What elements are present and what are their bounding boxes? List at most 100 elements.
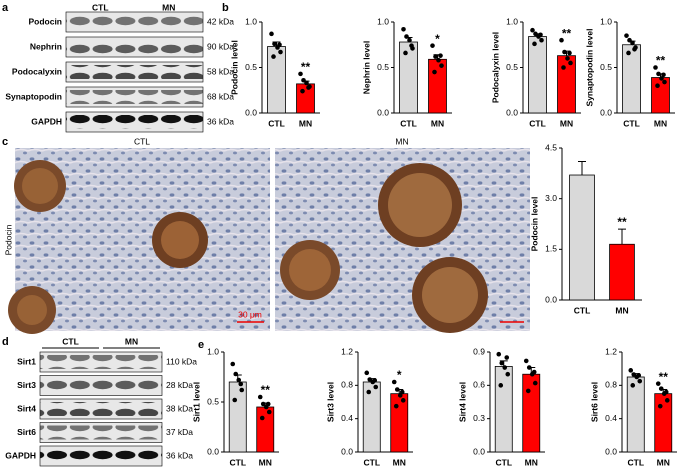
y-tick-label: 1.2: [341, 346, 353, 356]
bar: [267, 46, 286, 114]
data-point: [657, 403, 663, 409]
data-point: [630, 383, 636, 388]
blot-kda: 110 kDa: [166, 356, 197, 366]
data-point: [409, 43, 414, 48]
y-tick-label: 0.0: [605, 446, 617, 456]
data-point: [567, 50, 572, 56]
blot-kda: 28 kDa: [166, 380, 193, 390]
blot-kda: 68 kDa: [207, 91, 234, 101]
data-point: [393, 403, 399, 409]
significance: **: [617, 215, 627, 229]
data-point: [505, 371, 511, 377]
blot-kda: 42 kDa: [207, 16, 234, 26]
significance: *: [435, 32, 440, 46]
x-tick-label: MN: [431, 118, 444, 128]
y-tick-label: 4.5: [545, 142, 557, 152]
y-tick-label: 3.0: [545, 193, 557, 203]
y-tick-label: 0.9: [473, 346, 485, 356]
group-label: MN: [162, 2, 175, 12]
data-point: [372, 378, 378, 383]
y-tick-label: 1.2: [605, 346, 617, 356]
data-point: [624, 33, 629, 38]
data-point: [230, 361, 236, 367]
y-axis-title: Podocin level: [529, 197, 539, 252]
bar: [494, 366, 513, 453]
blot-kda: 36 kDa: [207, 116, 234, 126]
x-tick-label: CTL: [574, 305, 591, 315]
data-point: [433, 54, 438, 59]
blot-band: [66, 40, 203, 54]
blot-band: [66, 15, 203, 29]
data-point: [438, 53, 443, 58]
y-tick-label: 0.5: [506, 62, 518, 72]
blot-band: [66, 90, 203, 104]
data-point: [436, 57, 441, 63]
bar: [228, 381, 247, 453]
bar: [296, 83, 315, 114]
y-tick-label: 0.5: [245, 62, 257, 72]
bar: [609, 243, 635, 301]
x-tick-label: MN: [560, 118, 573, 128]
data-point: [432, 69, 437, 75]
x-tick-label: CTL: [400, 118, 417, 128]
blot-label: Sirt4: [17, 403, 36, 413]
y-axis-title: Nephrin level: [361, 41, 371, 94]
data-point: [655, 381, 661, 386]
blot-label: Sirt6: [17, 427, 36, 437]
significance: **: [261, 383, 271, 397]
data-point: [533, 31, 538, 37]
data-point: [306, 85, 311, 90]
panel-letter: e: [198, 339, 204, 351]
y-tick-label: 0.3: [473, 413, 485, 423]
significance: **: [301, 60, 311, 74]
data-point: [391, 379, 397, 385]
image-title: CTL: [134, 136, 150, 146]
data-point: [232, 397, 238, 403]
data-point: [559, 37, 564, 43]
data-point: [397, 393, 403, 398]
panel-letter: a: [2, 2, 9, 14]
x-tick-label: MN: [615, 305, 628, 315]
data-point: [525, 388, 531, 394]
y-tick-label: 0.5: [600, 62, 612, 72]
group-label: CTL: [62, 336, 79, 346]
data-point: [659, 76, 664, 81]
x-tick-label: CTL: [363, 457, 380, 467]
blot-band: [66, 65, 203, 79]
data-point: [257, 394, 263, 400]
panel-letter: c: [2, 136, 8, 148]
x-tick-label: CTL: [623, 118, 640, 128]
y-tick-label: 0.8: [605, 380, 617, 390]
data-point: [530, 27, 535, 33]
blot-label: Sirt1: [17, 356, 36, 366]
bar: [362, 381, 381, 453]
data-point: [630, 40, 635, 46]
bar: [522, 373, 541, 453]
blot-kda: 58 kDa: [207, 66, 234, 76]
y-tick-label: 0.0: [377, 107, 389, 117]
data-point: [626, 50, 631, 56]
data-point: [656, 71, 661, 77]
bar: [569, 174, 595, 301]
y-tick-label: 1.0: [207, 346, 219, 356]
y-tick-label: 0.0: [600, 107, 612, 117]
data-point: [265, 401, 271, 407]
blot-kda: 38 kDa: [166, 403, 193, 413]
bar: [256, 406, 275, 453]
data-point: [632, 47, 637, 52]
histology-ctl: 30 μm: [8, 148, 270, 334]
data-point: [539, 37, 544, 43]
group-label: CTL: [92, 2, 109, 12]
data-point: [523, 358, 529, 364]
data-point: [498, 383, 504, 388]
x-tick-label: CTL: [495, 457, 512, 467]
data-point: [662, 79, 667, 85]
scale-bar-label: 30 μm: [238, 309, 262, 319]
data-point: [278, 49, 283, 55]
blot-kda: 90 kDa: [207, 41, 234, 51]
data-point: [407, 37, 412, 43]
y-tick-label: 0.0: [545, 294, 557, 304]
data-point: [637, 378, 643, 384]
y-tick-label: 1.0: [600, 16, 612, 26]
